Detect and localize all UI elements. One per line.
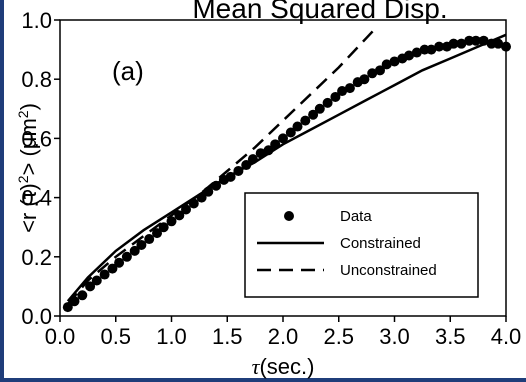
y-tick-label: 0.4: [21, 186, 52, 211]
data-point: [270, 139, 281, 150]
data-point: [136, 239, 147, 250]
data-point: [426, 44, 437, 55]
x-label-text: (sec.): [259, 354, 314, 379]
data-point: [278, 133, 288, 144]
data-point: [411, 47, 422, 58]
data-point: [225, 171, 236, 182]
data-point: [107, 263, 118, 274]
data-point: [292, 121, 303, 132]
x-tick-label: 0.0: [45, 324, 76, 349]
y-label-exp: 2: [15, 175, 31, 183]
y-tick-label: 0.6: [21, 126, 52, 151]
y-axis-ticks: 0.0 0.2 0.4 0.6 0.8 1.0: [21, 8, 60, 329]
data-point: [367, 68, 378, 79]
data-point: [255, 148, 266, 159]
data-point: [152, 228, 163, 239]
data-point: [121, 251, 132, 262]
y-tick-label: 0.2: [21, 245, 52, 270]
data-point: [85, 281, 96, 292]
x-tick-label: 1.5: [212, 324, 243, 349]
data-point: [501, 41, 511, 52]
data-point: [300, 115, 311, 126]
unconstrained-line: [66, 25, 379, 306]
data-point: [203, 186, 214, 197]
data-points: [62, 35, 511, 313]
y-tick-label: 0.8: [21, 67, 52, 92]
y-label-prefix: <r (τ): [16, 183, 41, 233]
data-point: [434, 41, 445, 52]
series-lines: [66, 25, 507, 306]
y-tick-label: 0.0: [21, 304, 52, 329]
data-point: [456, 38, 467, 49]
x-tick-label: 2.5: [323, 324, 354, 349]
y-label-mid: > (μm: [16, 118, 41, 175]
data-point: [337, 86, 348, 97]
data-point: [233, 165, 244, 176]
data-point: [114, 257, 125, 268]
legend-label-constrained: Constrained: [340, 235, 421, 252]
x-tick-label: 2.0: [268, 324, 299, 349]
data-point: [448, 38, 459, 49]
data-point: [188, 198, 199, 209]
data-point: [241, 160, 252, 171]
x-axis-label: τ(sec.): [252, 354, 315, 379]
data-point: [285, 127, 296, 138]
data-point: [263, 145, 274, 156]
data-point: [129, 245, 140, 256]
x-tick-label: 0.5: [100, 324, 131, 349]
x-tick-label: 3.0: [379, 324, 410, 349]
y-label-suffix: ): [16, 103, 41, 110]
data-point: [166, 216, 177, 227]
data-point: [359, 74, 370, 85]
data-point: [174, 210, 185, 221]
data-point: [389, 56, 400, 67]
data-point: [247, 154, 258, 165]
legend-marker-data: [284, 211, 294, 221]
data-point: [62, 302, 73, 313]
x-label-symbol: τ: [252, 354, 261, 379]
data-point: [158, 222, 169, 233]
legend-label-data: Data: [340, 208, 372, 225]
x-tick-label: 1.0: [156, 324, 187, 349]
data-point: [196, 192, 207, 203]
legend-box: [244, 192, 479, 298]
y-axis-label: <r (τ)2> (μm2): [15, 103, 41, 233]
data-point: [478, 35, 489, 46]
data-point: [330, 91, 341, 102]
data-point: [381, 59, 392, 70]
legend-label-unconstrained: Unconstrained: [340, 262, 437, 279]
data-point: [211, 180, 222, 191]
data-point: [375, 65, 386, 76]
constrained-line: [66, 33, 507, 303]
data-point: [144, 234, 155, 245]
x-axis-ticks: 0.0 0.5 1.0 1.5 2.0 2.5 3.0 3.5 4.0: [45, 316, 522, 349]
y-label-unit-exp: 2: [15, 110, 31, 118]
data-point: [77, 290, 88, 301]
x-tick-label: 3.5: [435, 324, 466, 349]
data-point: [344, 83, 355, 94]
data-point: [493, 38, 504, 49]
data-point: [180, 204, 191, 215]
x-tick-label: 4.0: [491, 324, 522, 349]
data-point: [470, 35, 481, 46]
data-point: [314, 103, 325, 114]
data-point: [403, 50, 414, 61]
y-tick-label: 1.0: [21, 8, 52, 33]
data-point: [322, 97, 333, 108]
panel-label: (a): [112, 56, 144, 86]
data-point: [69, 296, 80, 307]
data-point: [99, 269, 110, 280]
data-point: [91, 275, 102, 286]
legend: Data Constrained Unconstrained: [244, 192, 479, 298]
data-point: [308, 109, 319, 120]
